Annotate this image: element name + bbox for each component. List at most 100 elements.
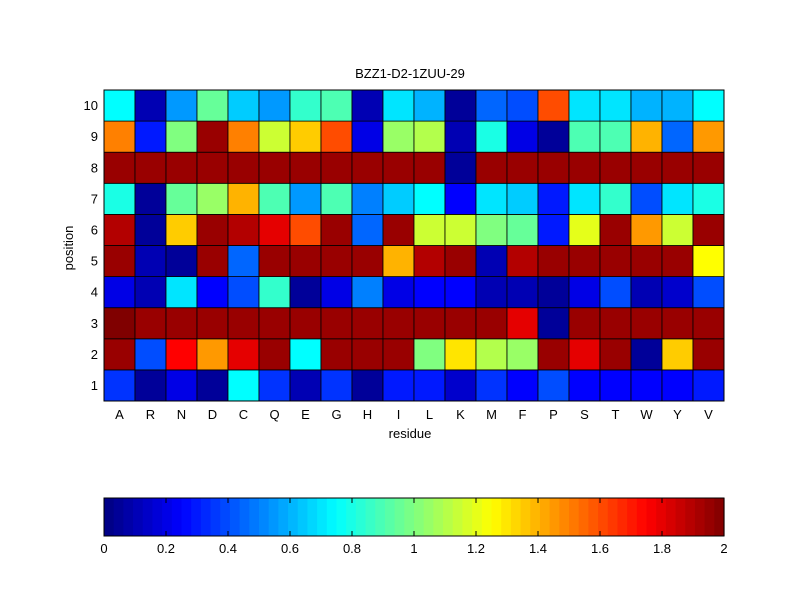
- heatmap-cell: [351, 213, 384, 246]
- heatmap-cell: [692, 151, 725, 184]
- heatmap-cell: [227, 213, 260, 246]
- colorbar-tick-label: 1.2: [467, 541, 485, 556]
- heatmap-cell: [630, 182, 663, 215]
- colorbar: 0 0.2 0.4 0.6 0.8 1 1.2 1.4 1.6 1.8 2: [100, 497, 728, 556]
- y-tick-labels: 1 2 3 4 5 6 7 8 9 10: [84, 98, 98, 393]
- colorbar-segment: [714, 498, 725, 536]
- y-tick-label: 2: [91, 347, 98, 362]
- heatmap-cell: [630, 151, 663, 184]
- colorbar-segment: [152, 498, 163, 536]
- heatmap-cell: [351, 307, 384, 340]
- heatmap-cell: [320, 213, 353, 246]
- x-tick-label: H: [363, 407, 372, 422]
- y-tick-label: 9: [91, 129, 98, 144]
- heatmap-cell: [413, 120, 446, 153]
- heatmap-cell: [134, 120, 167, 153]
- heatmap-cell: [165, 213, 198, 246]
- heatmap-cell: [196, 213, 229, 246]
- colorbar-segment: [423, 498, 434, 536]
- heatmap-cell: [413, 182, 446, 215]
- colorbar-segment: [229, 498, 241, 536]
- colorbar-segment: [443, 498, 454, 536]
- colorbar-segment: [704, 498, 715, 536]
- heatmap-cell: [537, 89, 570, 122]
- heatmap-cell: [599, 182, 632, 215]
- colorbar-segment: [617, 498, 628, 536]
- heatmap-cell: [227, 89, 260, 122]
- heatmap-cell: [475, 369, 508, 402]
- y-tick-label: 10: [84, 98, 98, 113]
- colorbar-segment: [549, 498, 560, 536]
- heatmap-cell: [134, 89, 167, 122]
- heatmap-cell: [475, 245, 508, 278]
- colorbar-segment: [636, 498, 648, 536]
- heatmap-cell: [692, 245, 725, 278]
- heatmap-cell: [568, 307, 601, 340]
- heatmap-cell: [599, 307, 632, 340]
- heatmap-cell: [196, 120, 229, 153]
- x-tick-label: A: [115, 407, 124, 422]
- heatmap-cell: [134, 151, 167, 184]
- heatmap-cell: [692, 89, 725, 122]
- x-tick-label: G: [331, 407, 341, 422]
- heatmap-cell: [382, 151, 415, 184]
- heatmap-cell: [196, 245, 229, 278]
- heatmap-cell: [599, 120, 632, 153]
- colorbar-segment: [268, 498, 279, 536]
- colorbar-segment: [578, 498, 589, 536]
- colorbar-segment: [433, 498, 444, 536]
- heatmap-cell: [289, 369, 322, 402]
- heatmap-cell: [568, 120, 601, 153]
- heatmap-cell: [258, 307, 291, 340]
- heatmap-cell: [289, 89, 322, 122]
- y-tick-label: 1: [91, 378, 98, 393]
- x-tick-label: I: [397, 407, 401, 422]
- heatmap-cell: [196, 89, 229, 122]
- x-tick-label: V: [704, 407, 713, 422]
- x-tick-label: N: [177, 407, 186, 422]
- heatmap-cell: [382, 89, 415, 122]
- colorbar-tick-label: 1: [410, 541, 417, 556]
- heatmap-cell: [382, 369, 415, 402]
- x-tick-label: D: [208, 407, 217, 422]
- x-tick-label: W: [640, 407, 653, 422]
- colorbar-segment: [501, 498, 512, 536]
- colorbar-tick-label: 0.2: [157, 541, 175, 556]
- heatmap-cell: [599, 245, 632, 278]
- y-tick-label: 3: [91, 316, 98, 331]
- heatmap-cell: [537, 369, 570, 402]
- heatmap-cell: [103, 213, 136, 246]
- x-tick-label: R: [146, 407, 155, 422]
- heatmap-cell: [351, 182, 384, 215]
- colorbar-segment: [181, 498, 192, 536]
- heatmap-cell: [506, 276, 539, 309]
- chart-title: BZZ1-D2-1ZUU-29: [355, 66, 465, 81]
- heatmap-cells: [103, 89, 725, 402]
- heatmap-cell: [475, 151, 508, 184]
- y-tick-label: 6: [91, 222, 98, 237]
- colorbar-segment: [472, 498, 483, 536]
- heatmap-cell: [413, 338, 446, 371]
- heatmap-cell: [165, 245, 198, 278]
- heatmap-cell: [382, 307, 415, 340]
- heatmap-cell: [444, 120, 477, 153]
- heatmap-cell: [661, 245, 694, 278]
- heatmap-cell: [692, 369, 725, 402]
- heatmap-cell: [661, 276, 694, 309]
- heatmap-cell: [506, 182, 539, 215]
- heatmap-cell: [165, 369, 198, 402]
- colorbar-segment: [520, 498, 531, 536]
- heatmap-cell: [227, 338, 260, 371]
- y-axis-label: position: [61, 226, 76, 271]
- heatmap-cell: [599, 369, 632, 402]
- colorbar-segment: [627, 498, 638, 536]
- heatmap-cell: [227, 120, 260, 153]
- heatmap-cell: [320, 151, 353, 184]
- colorbar-tick-label: 1.6: [591, 541, 609, 556]
- heatmap-cell: [692, 276, 725, 309]
- heatmap-cell: [599, 89, 632, 122]
- x-tick-label: K: [456, 407, 465, 422]
- heatmap-cell: [103, 151, 136, 184]
